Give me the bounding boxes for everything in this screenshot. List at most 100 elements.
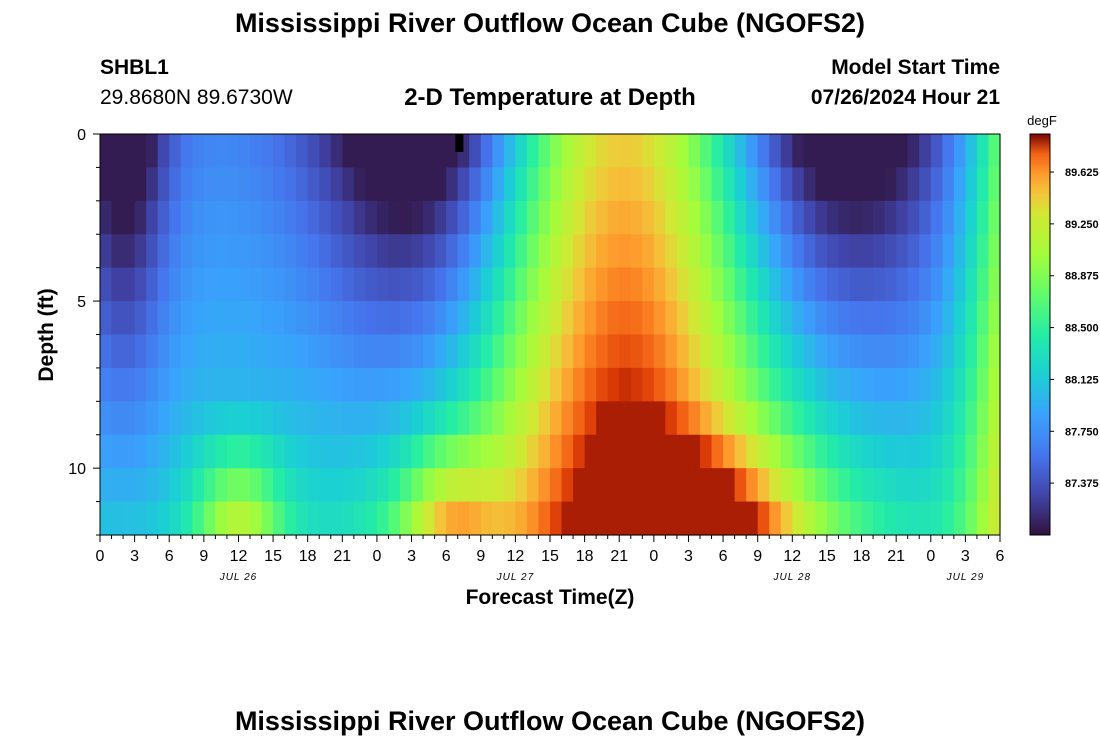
heatmap-cell	[561, 167, 574, 202]
heatmap-cell	[653, 167, 666, 202]
heatmap-cell	[550, 501, 563, 536]
x-tick-label: 0	[649, 548, 658, 565]
heatmap-cell	[711, 334, 724, 369]
heatmap-cell	[480, 468, 493, 503]
heatmap-cell	[780, 167, 793, 202]
heatmap-cell	[411, 334, 424, 369]
heatmap-cell	[630, 167, 643, 202]
heatmap-cell	[838, 267, 851, 302]
heatmap-cell	[400, 134, 413, 169]
heatmap-cell	[273, 434, 286, 469]
heatmap-cell	[250, 134, 263, 169]
heatmap-cell	[100, 200, 113, 235]
heatmap-cell	[792, 401, 805, 436]
heatmap-cell	[596, 134, 609, 169]
heatmap-cell	[538, 501, 551, 536]
heatmap-cell	[907, 301, 920, 336]
heatmap-cell	[215, 501, 228, 536]
heatmap-cell	[734, 234, 747, 269]
heatmap-cell	[757, 434, 770, 469]
heatmap-cell	[365, 468, 378, 503]
heatmap-cell	[884, 200, 897, 235]
heatmap-cell	[976, 501, 990, 536]
heatmap-cell	[573, 200, 586, 235]
heatmap-cell	[273, 167, 286, 202]
heatmap-cell	[365, 234, 378, 269]
heatmap-cell	[873, 501, 886, 536]
heatmap-cell	[607, 301, 620, 336]
heatmap-cell	[238, 501, 251, 536]
heatmap-cell	[469, 501, 482, 536]
heatmap-cell	[723, 468, 736, 503]
heatmap-cell	[169, 301, 182, 336]
heatmap-cell	[469, 334, 482, 369]
heatmap-cell	[215, 468, 228, 503]
heatmap-cell	[192, 367, 205, 402]
heatmap-cell	[850, 367, 863, 402]
heatmap-cell	[803, 468, 816, 503]
heatmap-cell	[596, 468, 609, 503]
heatmap-cell	[746, 200, 759, 235]
heatmap-cell	[296, 468, 309, 503]
heatmap-cell	[400, 434, 413, 469]
heatmap-cell	[353, 134, 366, 169]
heatmap-cell	[330, 234, 343, 269]
heatmap-cell	[930, 334, 943, 369]
heatmap-cell	[803, 501, 816, 536]
heatmap-cell	[619, 501, 632, 536]
heatmap-cell	[342, 301, 355, 336]
heatmap-cell	[273, 367, 286, 402]
heatmap-cell	[919, 401, 932, 436]
heatmap-cell	[296, 434, 309, 469]
heatmap-cell	[307, 200, 320, 235]
heatmap-cell	[330, 334, 343, 369]
heatmap-cell	[769, 167, 782, 202]
heatmap-cell	[642, 134, 655, 169]
heatmap-cell	[169, 401, 182, 436]
heatmap-cell	[319, 134, 332, 169]
heatmap-cell	[688, 468, 701, 503]
heatmap-cell	[803, 234, 816, 269]
heatmap-cell	[861, 334, 874, 369]
heatmap-cell	[676, 334, 690, 369]
heatmap-cell	[238, 200, 251, 235]
heatmap-cell	[688, 367, 701, 402]
heatmap-cell	[388, 267, 401, 302]
heatmap-cell	[676, 434, 690, 469]
heatmap-cell	[700, 401, 713, 436]
heatmap-cell	[434, 434, 447, 469]
heatmap-cell	[826, 267, 840, 302]
heatmap-cell	[353, 301, 366, 336]
heatmap-cell	[953, 468, 966, 503]
heatmap-cell	[930, 468, 943, 503]
heatmap-cell	[711, 301, 724, 336]
heatmap-cell	[723, 134, 736, 169]
x-axis: 0 3 6 9 12 15 18 21 0 3 6 9 12 15 18 21 0 3 6 9 12 15 18 21 0 3 6J…	[96, 535, 1005, 583]
heatmap-cell	[111, 434, 124, 469]
heatmap-cell	[988, 334, 1001, 369]
heatmap-cell	[884, 167, 897, 202]
heatmap-cell	[192, 501, 205, 536]
heatmap-cell	[273, 334, 286, 369]
heatmap-cell	[215, 267, 228, 302]
x-tick-label: 9	[199, 548, 208, 565]
heatmap-cell	[826, 434, 840, 469]
y-tick-label: 0	[77, 127, 86, 144]
heatmap-cell	[307, 434, 320, 469]
heatmap-cell	[480, 334, 493, 369]
heatmap-cell	[273, 501, 286, 536]
y-axis-label: Depth (ft)	[35, 288, 58, 381]
heatmap-cell	[676, 301, 690, 336]
heatmap-cell	[665, 367, 678, 402]
heatmap-cell	[953, 401, 966, 436]
heatmap-cell	[423, 367, 436, 402]
heatmap-cell	[146, 401, 159, 436]
heatmap-cell	[850, 301, 863, 336]
heatmap-cell	[503, 167, 516, 202]
heatmap-cell	[515, 401, 528, 436]
chart-title: 2-D Temperature at Depth	[404, 84, 696, 111]
heatmap-cell	[550, 200, 563, 235]
heatmap-cell	[123, 401, 136, 436]
heatmap-cell	[146, 267, 159, 302]
